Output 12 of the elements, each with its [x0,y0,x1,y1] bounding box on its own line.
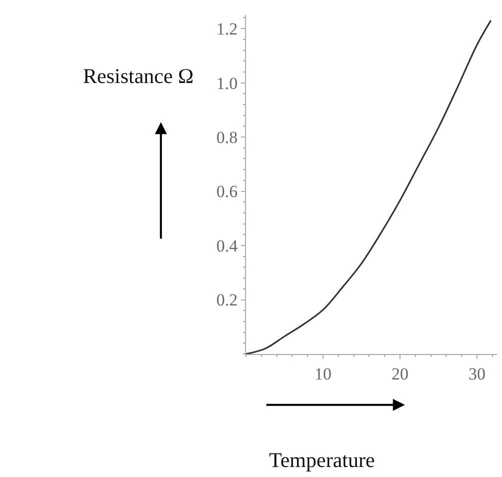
y-axis-title: Resistance Ω [83,64,194,88]
y-tick-label: 0.2 [216,290,238,310]
y-tick-label: 1.0 [216,74,238,93]
y-tick-label: 0.8 [216,128,238,147]
x-tick-label: 10 [314,364,332,384]
x-tick-label: 30 [468,364,486,384]
y-tick-label: 0.4 [216,236,238,256]
x-tick-label: 20 [391,364,408,384]
x-axis-title: Temperature [269,448,375,472]
line-series [246,20,492,354]
y-tick-label: 0.6 [216,182,238,202]
y-tick-label: 1.2 [216,20,238,39]
